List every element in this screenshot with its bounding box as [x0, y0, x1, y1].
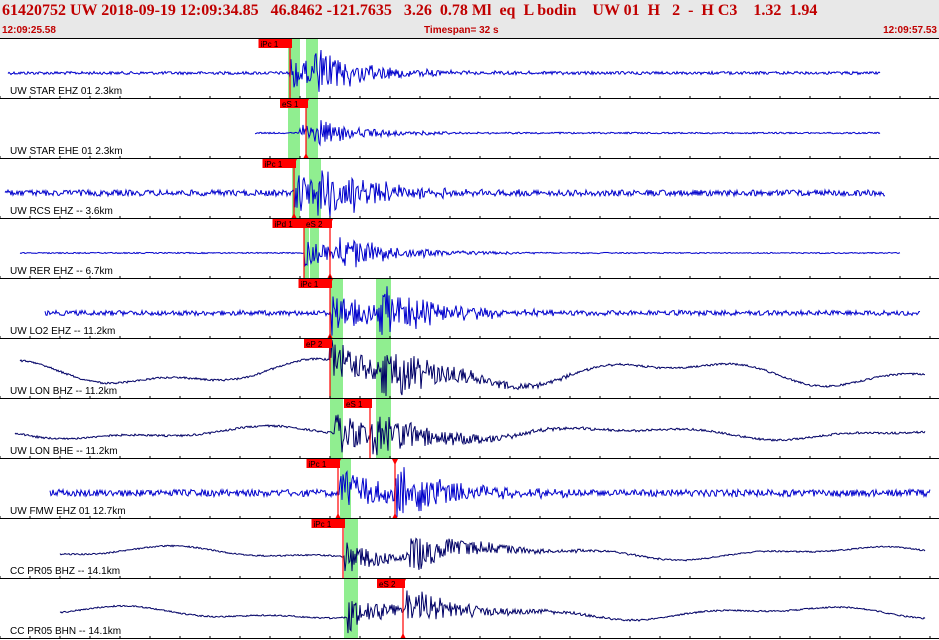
waveform-trace	[49, 467, 931, 518]
waveform-panel[interactable]: eS 2 CC PR05 BHN -- 14.1km	[0, 579, 939, 639]
station-channel-label: UW RCS EHZ -- 3.6km	[10, 206, 113, 217]
event-header: 61420752 UW 2018-09-19 12:09:34.85 46.84…	[0, 0, 939, 39]
pick-label-box[interactable]	[311, 519, 346, 528]
pick-window	[310, 219, 319, 278]
pick-bottom-triangle	[327, 333, 333, 338]
station-channel-label: UW FMW EHZ 01 12.7km	[10, 506, 126, 517]
pick-label: eS 1	[282, 100, 299, 109]
waveform-panels[interactable]: iPc 1 UW STAR EHZ 01 2.3km eS 1 UW STAR EHE…	[0, 39, 939, 640]
waveform-panel[interactable]: eP 2 UW LON BHZ -- 11.2km	[0, 339, 939, 399]
pick-label-box[interactable]	[304, 219, 332, 228]
station-channel-label: CC PR05 BHZ -- 14.1km	[10, 566, 121, 577]
pick-label-box[interactable]	[298, 279, 333, 288]
waveform-panel[interactable]: iPc 1 UW STAR EHZ 01 2.3km	[0, 39, 939, 99]
station-channel-label: UW LO2 EHZ -- 11.2km	[10, 326, 116, 337]
station-channel-label: CC PR05 BHN -- 14.1km	[10, 626, 122, 637]
waveform-panel[interactable]: iPc 1 UW LO2 EHZ -- 11.2km	[0, 279, 939, 339]
pick-top-triangle	[327, 219, 333, 225]
seismogram-plot: iPc 1	[0, 39, 931, 98]
pick-label: eS 2	[306, 220, 323, 229]
waveform-panel[interactable]: iPd 1 eS 2 UW RER EHZ -- 6.7km	[0, 219, 939, 279]
waveform-trace	[14, 414, 926, 456]
pick-window	[306, 99, 318, 158]
waveform-trace	[44, 286, 921, 336]
pick-bottom-triangle	[400, 633, 406, 638]
pick-bottom-triangle	[303, 153, 309, 158]
pick-window	[330, 399, 343, 458]
pick-label: eS 2	[379, 580, 396, 589]
pick-label-box[interactable]	[304, 339, 332, 348]
pick-label-box[interactable]	[306, 459, 341, 468]
waveform-trace	[7, 49, 881, 92]
pick-label: eP 2	[306, 340, 323, 349]
pick-top-triangle	[327, 279, 333, 285]
seismogram-plot: eS 2	[0, 579, 931, 638]
pick-top-triangle	[392, 459, 398, 465]
pick-label: eS 1	[346, 400, 363, 409]
station-channel-label: UW RER EHZ -- 6.7km	[10, 266, 113, 277]
pick-bottom-triangle	[291, 213, 297, 218]
pick-label: iPc 1	[314, 520, 332, 529]
seismogram-plot: iPc 1	[0, 519, 931, 578]
waveform-trace	[19, 339, 925, 397]
pick-window	[304, 219, 309, 278]
pick-bottom-triangle	[392, 513, 398, 518]
pick-label: iPc 1	[301, 280, 319, 289]
seismogram-plot: eS 1	[0, 99, 931, 158]
pick-label: iPc 1	[309, 460, 327, 469]
pick-label-box[interactable]	[272, 219, 307, 228]
pick-top-triangle	[400, 579, 406, 585]
waveform-panel[interactable]: iPc 1 UW RCS EHZ -- 3.6km	[0, 159, 939, 219]
waveform-trace	[59, 590, 926, 634]
station-channel-label: UW LON BHZ -- 11.2km	[10, 386, 118, 397]
waveform-trace	[4, 170, 886, 218]
pick-bottom-triangle	[327, 273, 333, 278]
seismogram-plot: iPc 1	[0, 279, 931, 338]
waveform-panel[interactable]: eS 1 UW LON BHE -- 11.2km	[0, 399, 939, 459]
station-channel-label: UW LON BHE -- 11.2km	[10, 446, 118, 457]
seismogram-plot: eP 2	[0, 339, 931, 398]
pick-label: iPc 1	[265, 160, 283, 169]
pick-top-triangle	[335, 459, 341, 465]
pick-label-box[interactable]	[280, 99, 308, 108]
event-summary: 61420752 UW 2018-09-19 12:09:34.85 46.84…	[2, 2, 818, 19]
pick-label-box[interactable]	[377, 579, 405, 588]
waveform-trace	[59, 537, 926, 572]
seismogram-plot: iPd 1 eS 2	[0, 219, 931, 278]
pick-window	[344, 519, 358, 578]
pick-bottom-triangle	[335, 513, 341, 518]
pick-label: iPd 1	[275, 220, 294, 229]
waveform-trace	[254, 120, 881, 147]
seismogram-plot: iPc 1	[0, 459, 931, 518]
station-channel-label: UW STAR EHZ 01 2.3km	[10, 86, 123, 97]
waveform-trace	[19, 237, 901, 268]
pick-label-box[interactable]	[258, 39, 293, 48]
waveform-panel[interactable]: eS 1 UW STAR EHE 01 2.3km	[0, 99, 939, 159]
pick-top-triangle	[303, 99, 309, 105]
timespan-label: Timespan= 32 s	[424, 25, 499, 36]
station-channel-label: UW STAR EHE 01 2.3km	[10, 146, 123, 157]
pick-label-box[interactable]	[344, 399, 372, 408]
window-end-time: 12:09:57.53	[883, 25, 937, 36]
seismogram-plot: iPc 1	[0, 159, 931, 218]
window-start-time: 12:09:25.58	[2, 25, 56, 36]
pick-top-triangle	[291, 159, 297, 165]
waveform-panel[interactable]: iPc 1 UW FMW EHZ 01 12.7km	[0, 459, 939, 519]
pick-label: iPc 1	[261, 40, 279, 49]
pick-window	[288, 99, 300, 158]
pick-label-box[interactable]	[262, 159, 297, 168]
waveform-panel[interactable]: iPc 1 CC PR05 BHZ -- 14.1km	[0, 519, 939, 579]
seismogram-plot: eS 1	[0, 399, 931, 458]
